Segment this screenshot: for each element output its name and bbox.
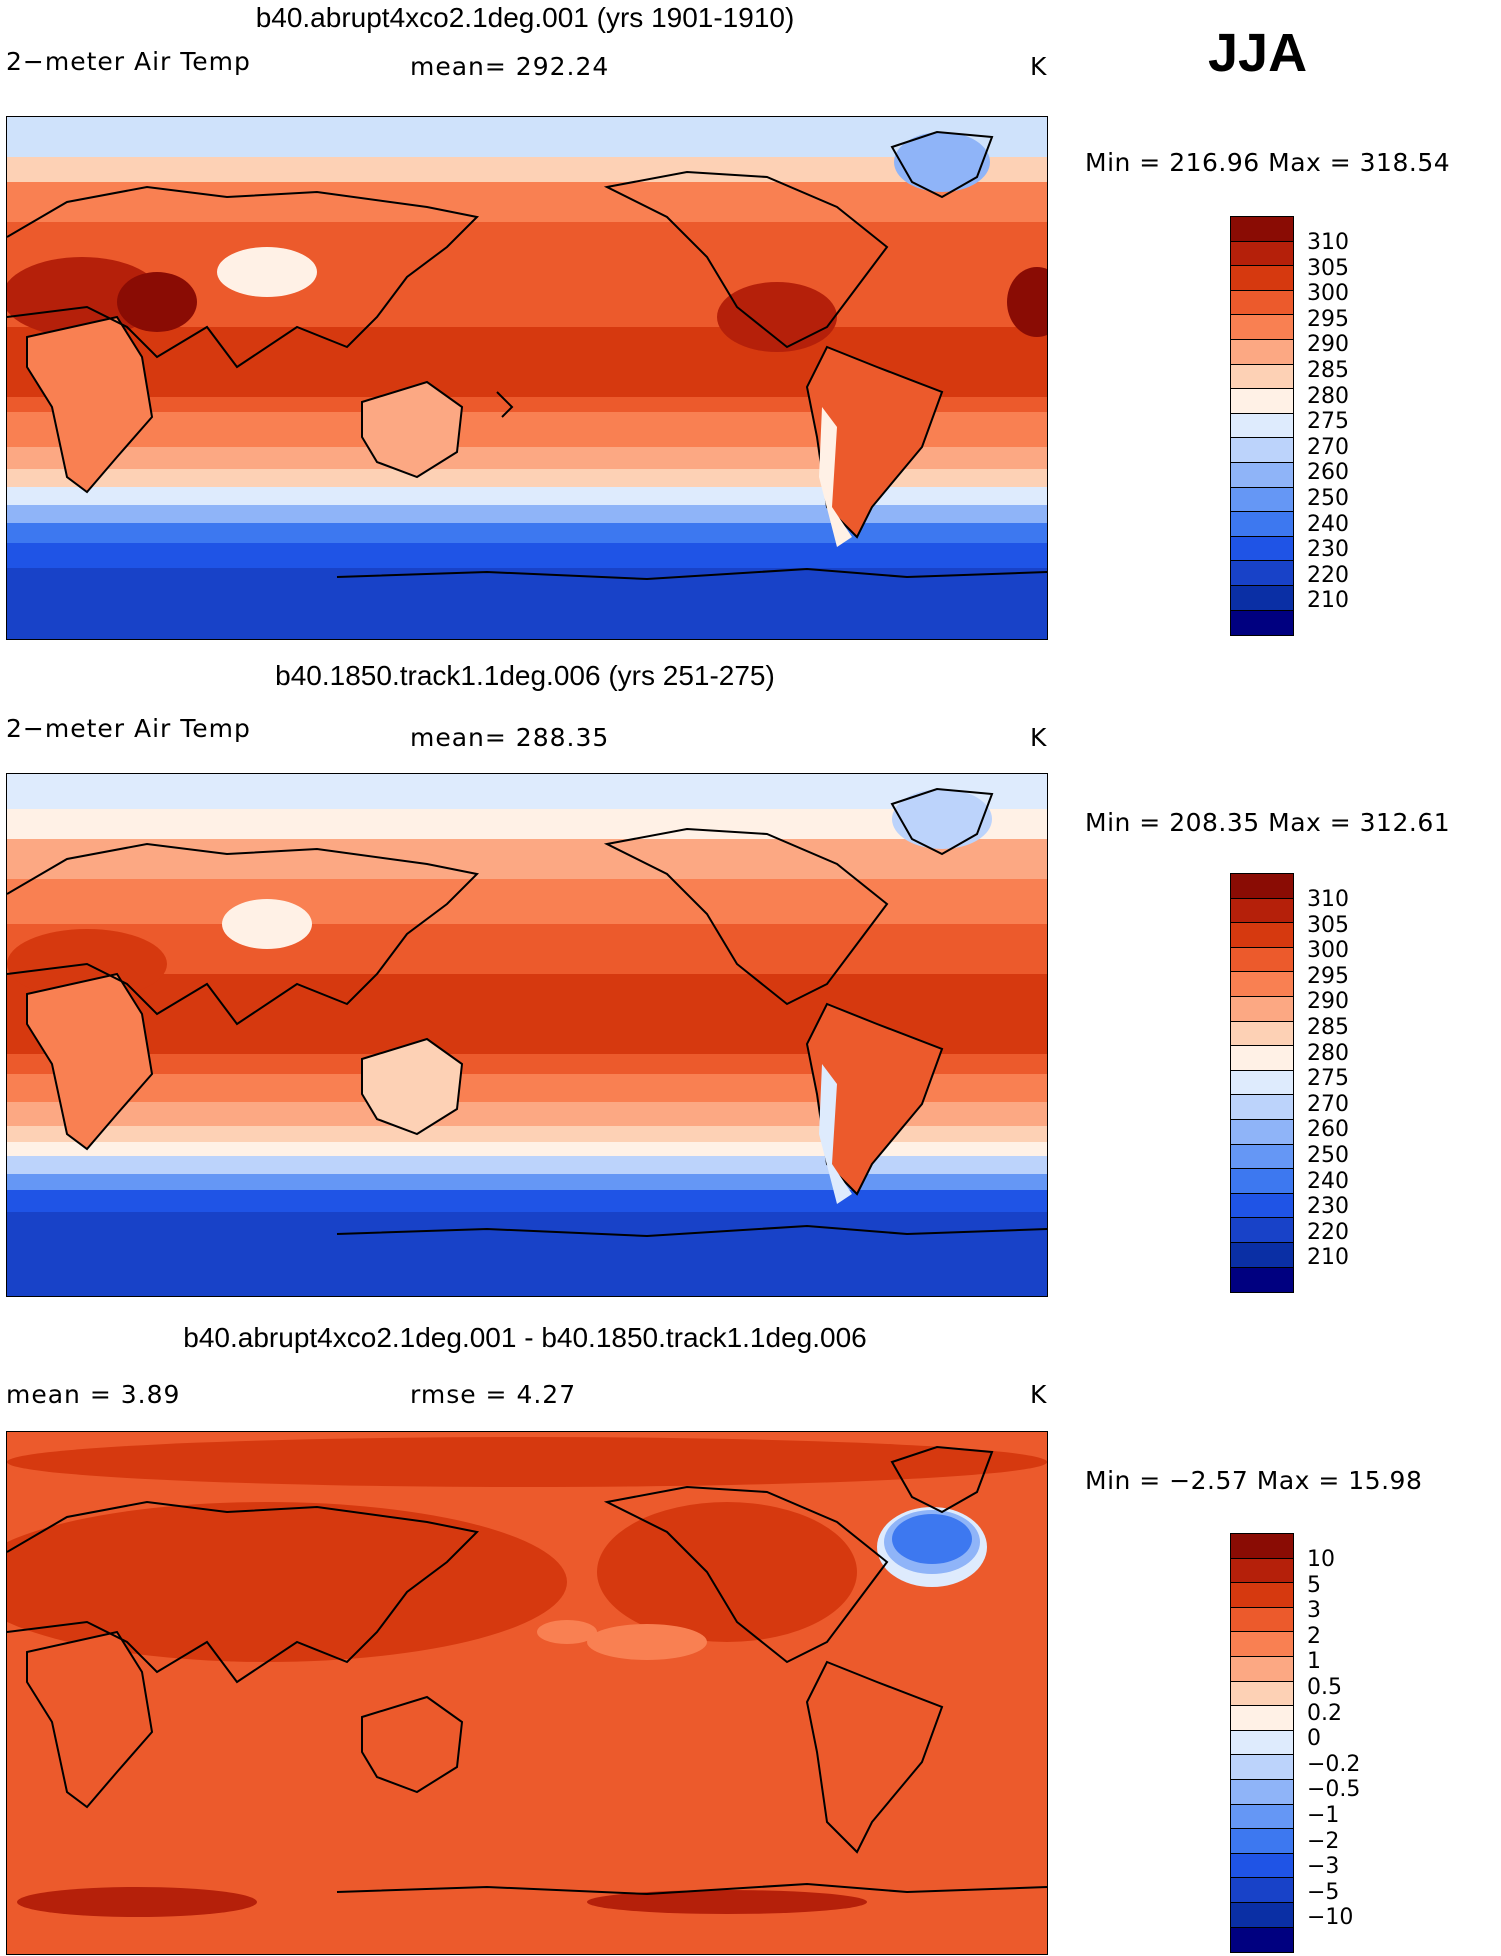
- panel3-units-label: K: [1030, 1380, 1048, 1409]
- panel3-minmax: Min = −2.57 Max = 15.98: [1085, 1466, 1423, 1495]
- panel1-minmax: Min = 216.96 Max = 318.54: [1085, 148, 1451, 177]
- colorbar-tick-label: 240: [1307, 1168, 1349, 1194]
- colorbar-tick-label: 210: [1307, 588, 1349, 614]
- colorbar-tick-label: 250: [1307, 1143, 1349, 1168]
- colorbar-tick-label: 275: [1307, 409, 1349, 435]
- panel3-colorbar: [1230, 1533, 1294, 1954]
- colorbar-tick-label: 0.2: [1307, 1700, 1342, 1726]
- colorbar-tick-label: −0.2: [1307, 1751, 1361, 1777]
- colorbar-tick-label: 290: [1307, 989, 1349, 1015]
- panel3-title: b40.abrupt4xco2.1deg.001 - b40.1850.trac…: [183, 1322, 867, 1353]
- panel2-title: b40.1850.track1.1deg.006 (yrs 251-275): [275, 660, 775, 691]
- colorbar-tick-label: 220: [1307, 1219, 1349, 1245]
- panel1-colorbar: [1230, 216, 1294, 637]
- panel2-units-label: K: [1030, 723, 1048, 752]
- colorbar-tick-label: 220: [1307, 562, 1349, 588]
- colorbar-tick-label: 305: [1307, 255, 1349, 281]
- panel1-map: [6, 116, 1048, 640]
- colorbar-tick-label: 295: [1307, 306, 1349, 332]
- colorbar-tick-label: −1: [1307, 1803, 1340, 1828]
- colorbar-tick-label: 2: [1307, 1623, 1321, 1649]
- colorbar-tick-label: 295: [1307, 963, 1349, 989]
- colorbar-tick-label: −10: [1307, 1905, 1354, 1931]
- panel2-minmax: Min = 208.35 Max = 312.61: [1085, 808, 1451, 837]
- colorbar-tick-label: −5: [1307, 1879, 1340, 1905]
- panel2-colorbar: [1230, 873, 1294, 1294]
- colorbar-tick-label: 300: [1307, 938, 1349, 964]
- colorbar-tick-label: 0: [1307, 1726, 1321, 1752]
- colorbar-tick-label: −0.5: [1307, 1777, 1361, 1803]
- panel3-mean-label: mean = 3.89: [6, 1380, 181, 1409]
- colorbar-tick-label: 250: [1307, 486, 1349, 511]
- colorbar-tick-label: −2: [1307, 1828, 1340, 1854]
- colorbar-tick-label: 260: [1307, 460, 1349, 486]
- colorbar-tick-label: 275: [1307, 1066, 1349, 1092]
- colorbar-tick-label: 230: [1307, 1194, 1349, 1220]
- colorbar-tick-label: 230: [1307, 537, 1349, 563]
- colorbar-tick-label: 310: [1307, 230, 1349, 255]
- season-label: JJA: [1208, 23, 1308, 83]
- colorbar-tick-label: 270: [1307, 1091, 1349, 1117]
- colorbar-tick-label: 3: [1307, 1598, 1321, 1624]
- panel1-mean-label: mean= 292.24: [410, 52, 610, 81]
- colorbar-tick-label: 240: [1307, 511, 1349, 537]
- colorbar-tick-label: 285: [1307, 358, 1349, 383]
- colorbar-tick-label: 5: [1307, 1572, 1321, 1598]
- panel3-rmse-label: rmse = 4.27: [410, 1380, 577, 1409]
- panel2-map: [6, 773, 1048, 1297]
- colorbar-tick-label: 270: [1307, 434, 1349, 460]
- panel1-units-label: K: [1030, 52, 1048, 81]
- panel1-title: b40.abrupt4xco2.1deg.001 (yrs 1901-1910): [255, 2, 795, 33]
- colorbar-tick-label: 210: [1307, 1245, 1349, 1271]
- colorbar-tick-label: 285: [1307, 1015, 1349, 1040]
- colorbar-tick-label: 280: [1307, 1040, 1349, 1066]
- colorbar-tick-label: 310: [1307, 887, 1349, 912]
- colorbar-tick-label: 0.5: [1307, 1675, 1342, 1700]
- panel2-mean-label: mean= 288.35: [410, 723, 610, 752]
- panel1-variable-label: 2−meter Air Temp: [6, 47, 251, 76]
- colorbar-tick-label: 260: [1307, 1117, 1349, 1143]
- panel2-variable-label: 2−meter Air Temp: [6, 714, 251, 743]
- panel3-map: [6, 1431, 1048, 1955]
- colorbar-tick-label: 1: [1307, 1649, 1321, 1675]
- colorbar-tick-label: −3: [1307, 1854, 1340, 1880]
- colorbar-tick-label: 10: [1307, 1547, 1335, 1572]
- colorbar-tick-label: 305: [1307, 912, 1349, 938]
- colorbar-tick-label: 300: [1307, 281, 1349, 307]
- colorbar-tick-label: 290: [1307, 332, 1349, 358]
- colorbar-tick-label: 280: [1307, 383, 1349, 409]
